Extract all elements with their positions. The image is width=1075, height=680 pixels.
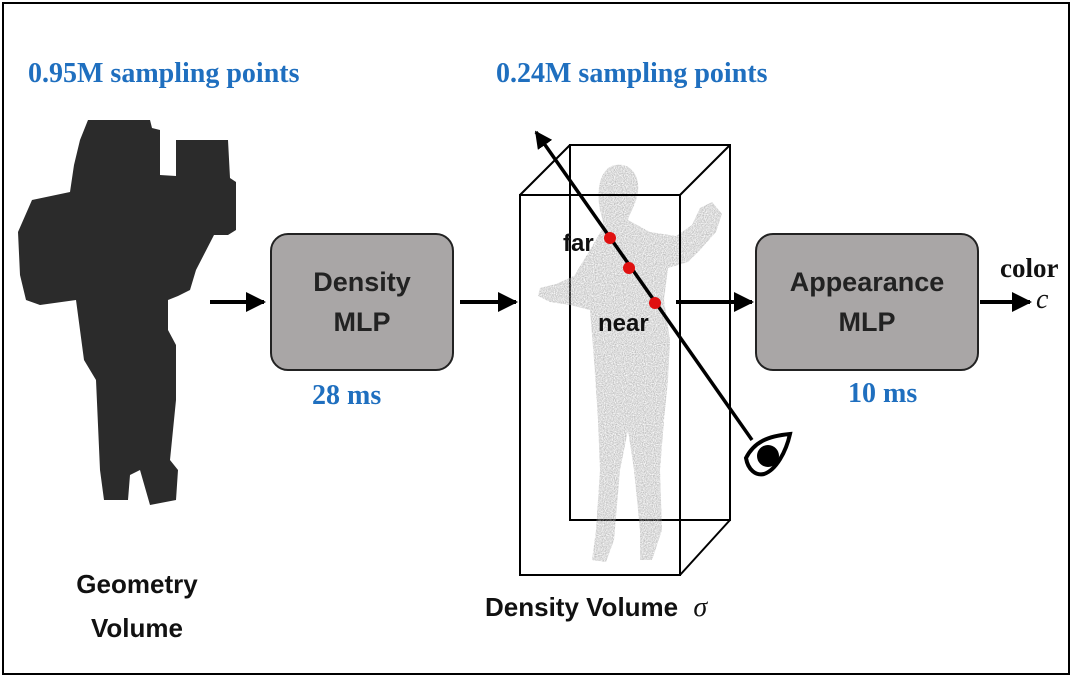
density-mlp-line1: Density xyxy=(313,267,411,297)
appearance-mlp-box: Appearance MLP xyxy=(755,233,979,371)
color-symbol: c xyxy=(1036,284,1049,315)
far-label: far xyxy=(563,230,594,257)
sample-point-mid xyxy=(623,262,635,274)
appearance-mlp-line2: MLP xyxy=(838,307,896,337)
geometry-volume-shape xyxy=(18,120,236,505)
appearance-mlp-line1: Appearance xyxy=(789,267,945,297)
geometry-sampling-label: 0.95M sampling points xyxy=(28,58,300,89)
appearance-mlp-time: 10 ms xyxy=(848,378,918,409)
human-silhouette xyxy=(538,164,722,562)
geometry-volume-caption: Geometry Volume xyxy=(62,562,212,650)
geometry-caption-line2: Volume xyxy=(91,613,183,643)
density-mlp-time: 28 ms xyxy=(312,380,382,411)
density-mlp-box: Density MLP xyxy=(270,233,454,371)
density-volume-caption: Density Volume σ xyxy=(485,592,707,624)
color-output-label: color xyxy=(1000,253,1059,283)
sample-point-near xyxy=(649,297,661,309)
density-volume-box xyxy=(519,144,731,576)
camera-ray xyxy=(534,130,754,442)
volume-sampling-label: 0.24M sampling points xyxy=(496,58,768,89)
eye-icon xyxy=(743,431,793,477)
sigma-symbol: σ xyxy=(693,592,708,623)
near-label: near xyxy=(598,310,649,337)
density-mlp-line2: MLP xyxy=(333,307,391,337)
sample-point-far xyxy=(604,232,616,244)
density-volume-caption-text: Density Volume xyxy=(485,592,679,622)
geometry-caption-line1: Geometry xyxy=(76,569,198,599)
